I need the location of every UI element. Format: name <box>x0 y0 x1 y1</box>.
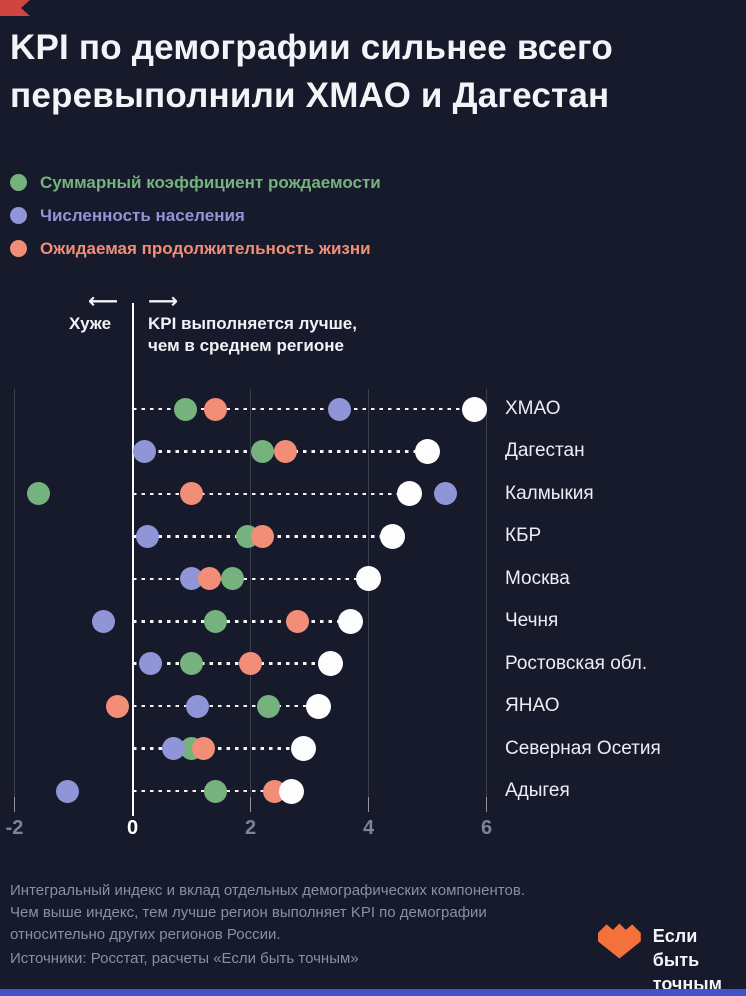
left-arrow-icon: ⟵ <box>88 289 119 313</box>
legend-item-birth_rate: Суммарный коэффициент рождаемости <box>10 166 381 199</box>
right-arrow-icon: ⟶ <box>148 289 179 313</box>
brand-name-line-1: Если быть <box>652 926 700 970</box>
dot-total <box>415 438 440 464</box>
leader-line <box>132 704 319 708</box>
leader-line <box>132 577 369 581</box>
dot-birth_rate <box>250 439 274 463</box>
grid-line-4 <box>368 389 369 812</box>
tick-label-0: 0 <box>126 817 139 839</box>
corner-flag-icon <box>0 0 30 16</box>
title-line-2: перевыполнили ХМАО и Дагестан <box>10 76 610 115</box>
bottom-accent-bar <box>0 989 746 996</box>
dot-birth_rate <box>180 652 203 676</box>
dot-total <box>305 693 331 719</box>
tick-mark-4 <box>367 797 370 812</box>
dot-total <box>356 566 381 592</box>
dot-birth_rate <box>174 397 198 421</box>
tick-mark-2 <box>249 797 252 812</box>
legend: Суммарный коэффициент рождаемости Численн… <box>10 166 381 265</box>
better-label: KPI выполняется лучше, чем в среднем рег… <box>148 313 357 357</box>
dot-life_expectancy <box>250 524 274 548</box>
tick-label-6: 6 <box>480 817 493 839</box>
tick-label-2: 2 <box>244 817 257 839</box>
legend-dot-population <box>10 207 27 224</box>
dot-total <box>291 736 317 762</box>
dot-life_expectancy <box>239 652 262 676</box>
region-label: Северная Осетия <box>505 737 661 759</box>
tick-mark--2 <box>13 797 16 812</box>
region-label: ХМАО <box>505 398 561 419</box>
dot-birth_rate <box>256 694 280 718</box>
tick-label-4: 4 <box>362 817 375 839</box>
footnote-line-1: Интегральный индекс и вклад отдельных де… <box>10 882 525 899</box>
brand-logo: Если быть точным <box>598 922 746 996</box>
legend-dot-life_expectancy <box>10 240 27 257</box>
leader-line <box>132 747 304 750</box>
brand-name: Если быть точным <box>653 924 746 996</box>
zero-axis-line <box>131 303 134 816</box>
page-title: KPI по демографии сильнее всего перевыпо… <box>10 24 613 120</box>
dot-total <box>379 523 405 549</box>
leader-line <box>132 407 475 411</box>
region-label: КБР <box>505 525 542 547</box>
grid-line-6 <box>486 389 487 812</box>
dot-birth_rate <box>221 567 245 591</box>
leader-line <box>132 620 351 623</box>
legend-item-life_expectancy: Ожидаемая продолжительность жизни <box>10 232 381 265</box>
tick-label--2: -2 <box>5 817 24 839</box>
region-label: Адыгея <box>505 780 570 802</box>
dot-population <box>180 567 203 591</box>
better-label-line-2: чем в среднем регионе <box>148 336 344 355</box>
dot-life_expectancy <box>197 567 221 591</box>
dot-birth_rate <box>203 609 227 633</box>
dot-life_expectancy <box>274 439 298 463</box>
dot-population <box>162 737 186 761</box>
dot-population <box>132 439 156 463</box>
footnote: Интегральный индекс и вклад отдельных де… <box>10 880 525 946</box>
region-label: Дагестан <box>505 440 585 462</box>
dot-population <box>185 694 209 718</box>
dot-total <box>397 481 423 507</box>
worse-label: Хуже <box>69 314 112 333</box>
leader-line <box>132 662 331 665</box>
region-label: Калмыкия <box>505 482 594 504</box>
source-line: Источники: Росстат, расчеты «Если быть т… <box>10 950 359 967</box>
legend-label: Ожидаемая продолжительность жизни <box>40 238 371 258</box>
dot-total <box>279 778 305 804</box>
legend-dot-birth_rate <box>10 174 27 191</box>
dot-life_expectancy <box>286 609 310 633</box>
footnote-line-3: относительно других регионов России. <box>10 926 281 943</box>
dot-total <box>338 608 364 634</box>
grid-line--2 <box>14 389 15 812</box>
dot-population <box>327 397 351 421</box>
dot-birth_rate <box>203 779 227 803</box>
grid-line-2 <box>250 389 251 812</box>
dot-population <box>91 609 115 633</box>
footnote-line-2: Чем выше индекс, тем лучше регион выполн… <box>10 904 487 921</box>
dot-population <box>135 524 159 548</box>
dot-life_expectancy <box>191 737 215 761</box>
region-label: Чечня <box>505 610 559 632</box>
better-label-line-1: KPI выполняется лучше, <box>148 314 357 333</box>
legend-label: Суммарный коэффициент рождаемости <box>40 172 381 192</box>
brand-mark-icon <box>598 923 641 959</box>
region-label: ЯНАО <box>505 695 560 717</box>
dot-total <box>317 651 343 677</box>
dot-birth_rate <box>26 482 50 506</box>
legend-label: Численность населения <box>40 205 245 225</box>
region-label: Москва <box>505 567 570 589</box>
leader-line <box>132 492 410 496</box>
title-line-1: KPI по демографии сильнее всего <box>10 28 613 67</box>
region-label: Ростовская обл. <box>505 652 648 674</box>
dot-total <box>462 396 488 422</box>
legend-item-population: Численность населения <box>10 199 381 232</box>
dot-population <box>56 779 80 803</box>
dot-life_expectancy <box>203 397 227 421</box>
dot-life_expectancy <box>180 482 203 506</box>
dot-life_expectancy <box>106 694 130 718</box>
tick-mark-6 <box>485 797 488 812</box>
dot-population <box>138 652 162 676</box>
dot-population <box>433 482 457 506</box>
